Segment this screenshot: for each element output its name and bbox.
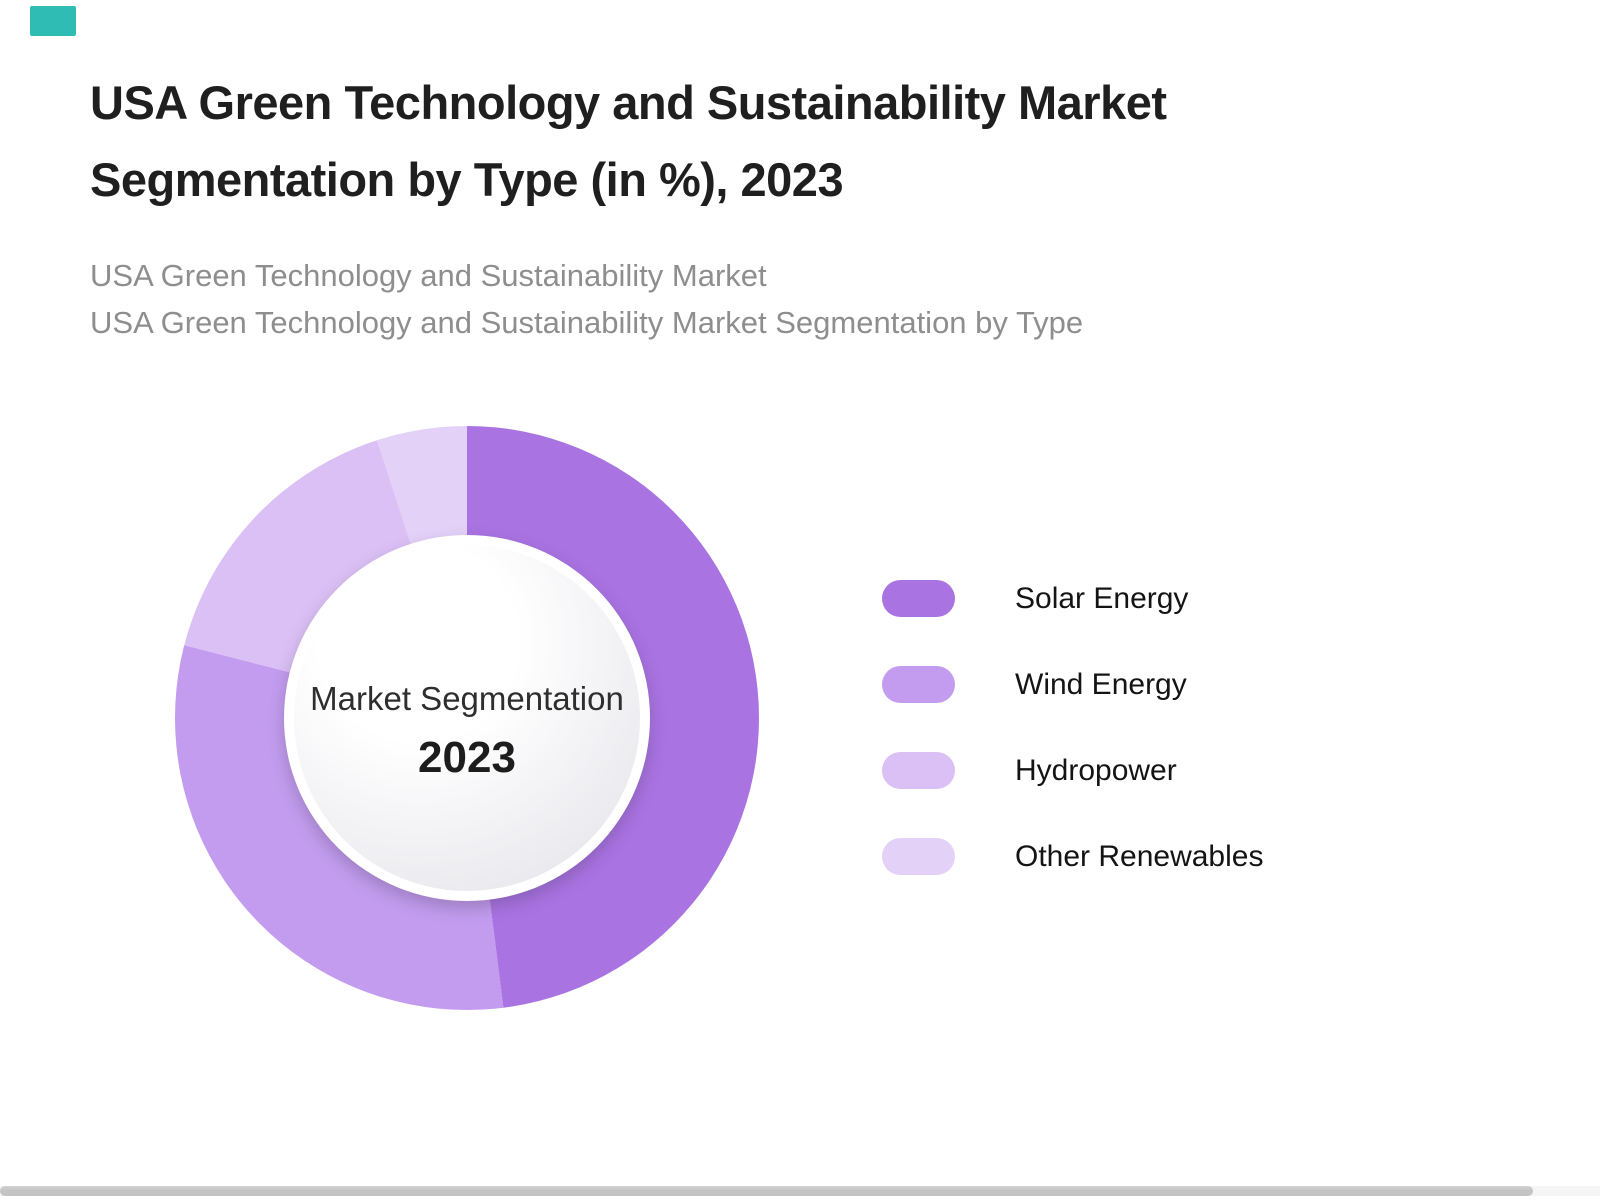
legend-item-other-renewables: Other Renewables bbox=[882, 838, 1263, 875]
donut-chart: Market Segmentation 2023 bbox=[175, 426, 759, 1010]
legend-label-wind-energy: Wind Energy bbox=[1015, 667, 1187, 701]
legend-swatch-wind-energy bbox=[882, 666, 955, 703]
donut-center: Market Segmentation 2023 bbox=[294, 545, 640, 891]
legend-item-hydropower: Hydropower bbox=[882, 752, 1263, 789]
legend-swatch-hydropower bbox=[882, 752, 955, 789]
donut-hole: Market Segmentation 2023 bbox=[284, 535, 650, 901]
legend-item-solar-energy: Solar Energy bbox=[882, 580, 1263, 617]
corner-marker bbox=[30, 6, 76, 36]
page-subtitle-line2: USA Green Technology and Sustainability … bbox=[90, 305, 1084, 340]
horizontal-scrollbar-track[interactable] bbox=[0, 1186, 1600, 1196]
legend-label-other-renewables: Other Renewables bbox=[1015, 839, 1264, 873]
legend-label-solar-energy: Solar Energy bbox=[1015, 581, 1189, 615]
legend-swatch-solar-energy bbox=[882, 580, 955, 617]
page-title-line2: Segmentation by Type (in %), 2023 bbox=[90, 153, 844, 206]
page-subtitle-line1: USA Green Technology and Sustainability … bbox=[90, 258, 767, 293]
page-title-line1: USA Green Technology and Sustainability … bbox=[90, 76, 1167, 129]
horizontal-scrollbar-thumb[interactable] bbox=[0, 1186, 1533, 1196]
chart-legend: Solar Energy Wind Energy Hydropower Othe… bbox=[882, 580, 1263, 875]
legend-item-wind-energy: Wind Energy bbox=[882, 666, 1263, 703]
legend-swatch-other-renewables bbox=[882, 838, 955, 875]
legend-label-hydropower: Hydropower bbox=[1015, 753, 1177, 787]
donut-center-label: Market Segmentation bbox=[310, 679, 624, 717]
page-subtitle: USA Green Technology and Sustainability … bbox=[90, 252, 1490, 346]
page-title: USA Green Technology and Sustainability … bbox=[90, 64, 1410, 218]
donut-center-year: 2023 bbox=[418, 732, 516, 782]
